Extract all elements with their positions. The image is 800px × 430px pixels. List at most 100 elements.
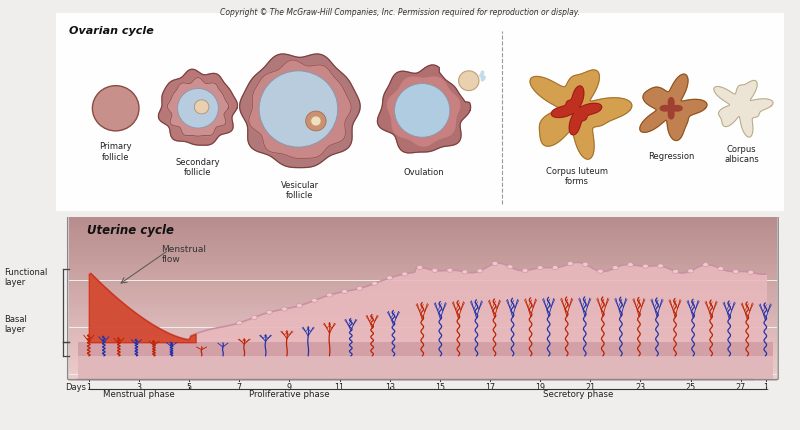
Text: Corpus luteum
forms: Corpus luteum forms [546, 167, 607, 186]
Polygon shape [530, 70, 632, 159]
Bar [69, 280, 777, 283]
Circle shape [111, 104, 120, 113]
Bar [69, 276, 777, 279]
Bar [69, 274, 777, 276]
Text: 23: 23 [635, 383, 646, 392]
Polygon shape [551, 86, 602, 135]
Circle shape [598, 269, 603, 273]
Bar [69, 256, 777, 258]
Bar [69, 344, 777, 346]
Circle shape [702, 263, 709, 267]
FancyBboxPatch shape [54, 11, 786, 213]
Text: 13: 13 [385, 383, 394, 392]
Bar [69, 317, 777, 319]
Bar [69, 358, 777, 360]
Bar [69, 217, 777, 219]
Bar [69, 246, 777, 248]
Circle shape [236, 321, 242, 325]
Polygon shape [640, 74, 707, 141]
Bar [69, 307, 777, 309]
Circle shape [342, 289, 347, 294]
Text: Menstrual phase: Menstrual phase [103, 390, 174, 399]
Circle shape [417, 265, 422, 270]
Bar [69, 328, 777, 329]
Text: 21: 21 [586, 383, 595, 392]
Text: Functional
layer: Functional layer [4, 267, 47, 287]
Circle shape [178, 89, 218, 128]
Polygon shape [158, 69, 238, 145]
Circle shape [266, 310, 272, 314]
Bar [69, 378, 777, 381]
Bar [69, 334, 777, 336]
Bar [69, 329, 777, 332]
Circle shape [552, 266, 558, 270]
Bar [69, 301, 777, 303]
Bar [69, 362, 777, 364]
Text: Basal
layer: Basal layer [4, 315, 27, 335]
Bar [69, 372, 777, 375]
Bar [69, 252, 777, 254]
Bar [69, 326, 777, 328]
Circle shape [357, 286, 362, 290]
Bar [69, 236, 777, 237]
Circle shape [718, 267, 723, 271]
Text: 9: 9 [287, 383, 292, 392]
Bar [69, 366, 777, 369]
Bar [69, 289, 777, 291]
Circle shape [748, 270, 754, 274]
Text: 1: 1 [86, 383, 91, 392]
Bar [69, 369, 777, 370]
Text: Secondary
follicle: Secondary follicle [176, 158, 220, 177]
Bar [69, 364, 777, 366]
Polygon shape [660, 98, 682, 119]
Bar [69, 348, 777, 350]
Bar [69, 250, 777, 252]
Text: 25: 25 [686, 383, 696, 392]
Circle shape [582, 262, 588, 266]
Text: Days: Days [66, 383, 86, 392]
Bar [78, 356, 773, 378]
Bar [69, 313, 777, 315]
Text: Primary
follicle: Primary follicle [99, 142, 132, 162]
Text: 15: 15 [434, 383, 445, 392]
Bar [69, 370, 777, 372]
Text: Ovulation: Ovulation [403, 168, 444, 177]
Circle shape [522, 269, 528, 273]
Circle shape [492, 261, 498, 266]
Circle shape [447, 268, 453, 272]
Polygon shape [378, 65, 470, 153]
Text: 27: 27 [735, 383, 746, 392]
Bar [69, 356, 777, 358]
Bar [69, 258, 777, 260]
Text: 5: 5 [186, 383, 192, 392]
Circle shape [311, 298, 318, 302]
Circle shape [673, 270, 678, 273]
Circle shape [538, 266, 543, 270]
Circle shape [106, 99, 125, 117]
Bar [69, 283, 777, 285]
Circle shape [372, 282, 378, 286]
Circle shape [402, 272, 408, 276]
Bar [69, 350, 777, 352]
Text: Uterine cycle: Uterine cycle [86, 224, 174, 236]
Bar [69, 231, 777, 233]
Circle shape [642, 264, 648, 268]
Circle shape [326, 293, 332, 297]
Text: 11: 11 [334, 383, 345, 392]
Bar [69, 262, 777, 264]
Text: Corpus
albicans: Corpus albicans [725, 145, 759, 164]
Bar [69, 285, 777, 287]
Bar [69, 360, 777, 362]
Bar [69, 377, 777, 378]
Circle shape [507, 265, 513, 269]
Text: 1: 1 [763, 383, 768, 392]
Text: Vesicular
follicle: Vesicular follicle [281, 181, 319, 200]
Bar [69, 264, 777, 266]
Circle shape [100, 93, 132, 124]
Bar [69, 227, 777, 229]
Text: Secretory phase: Secretory phase [542, 390, 613, 399]
Bar [69, 221, 777, 223]
Bar [69, 238, 777, 240]
Bar [69, 223, 777, 225]
Bar [69, 305, 777, 307]
